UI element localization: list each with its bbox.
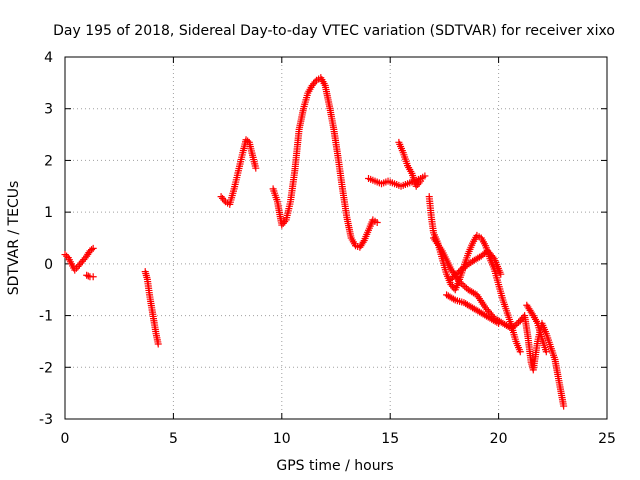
data-point-marker: [154, 340, 162, 348]
axis-ticks: [64, 56, 608, 420]
data-point-marker: [459, 281, 467, 289]
data-point-marker: [281, 218, 289, 226]
data-point-marker: [542, 348, 550, 356]
data-point-marker: [455, 268, 463, 276]
data-point-marker: [311, 78, 319, 86]
x-tick-label: 0: [61, 431, 70, 447]
data-point-marker: [453, 269, 461, 277]
x-tick-label: 10: [273, 431, 291, 447]
y-tick-label: 3: [44, 102, 53, 118]
data-point-marker: [515, 318, 523, 326]
y-tick-label: 4: [44, 50, 53, 66]
data-point-marker: [88, 246, 96, 254]
data-point-marker: [359, 238, 367, 246]
data-point-marker: [450, 272, 458, 280]
data-point-marker: [421, 172, 429, 180]
y-tick-labels: -3 -2 -1 0 1 2 3 4: [39, 50, 53, 428]
data-point-marker: [495, 319, 503, 327]
y-tick-label: 0: [44, 257, 53, 273]
grid-lines: [65, 57, 607, 419]
data-point-marker: [497, 270, 505, 278]
data-point-marker: [63, 252, 71, 260]
data-point-marker: [461, 283, 469, 291]
data-point-marker: [373, 218, 381, 226]
data-point-marker: [83, 271, 91, 279]
x-tick-label: 20: [490, 431, 508, 447]
data-point-marker: [61, 251, 69, 259]
data-point-marker: [417, 177, 425, 185]
y-tick-label: 2: [44, 153, 53, 169]
x-tick-labels: 0 5 10 15 20 25: [61, 431, 616, 447]
data-point-marker: [89, 273, 97, 281]
data-point-marker: [452, 271, 460, 279]
data-point-marker: [560, 402, 568, 410]
data-point-marker: [448, 274, 456, 282]
data-point-marker: [528, 310, 536, 318]
data-point-marker: [89, 244, 97, 252]
data-point-marker: [84, 272, 92, 280]
data-point-marker: [252, 164, 260, 172]
y-tick-label: -3: [39, 412, 53, 428]
data-point-marker: [447, 275, 455, 283]
y-tick-label: 1: [44, 205, 53, 221]
x-axis-label: GPS time / hours: [276, 458, 393, 474]
data-points: [61, 74, 568, 410]
x-tick-label: 25: [598, 431, 616, 447]
data-point-marker: [516, 348, 524, 356]
data-point-marker: [220, 196, 228, 204]
x-tick-label: 15: [381, 431, 399, 447]
y-tick-label: -1: [39, 309, 53, 325]
plot-area-border: [64, 56, 608, 420]
x-tick-label: 5: [169, 431, 178, 447]
data-point-marker: [415, 179, 423, 187]
y-tick-label: -2: [39, 360, 53, 376]
chart-title: Day 195 of 2018, Sidereal Day-to-day VTE…: [53, 23, 615, 39]
y-axis-label: SDTVAR / TECUs: [6, 181, 22, 296]
